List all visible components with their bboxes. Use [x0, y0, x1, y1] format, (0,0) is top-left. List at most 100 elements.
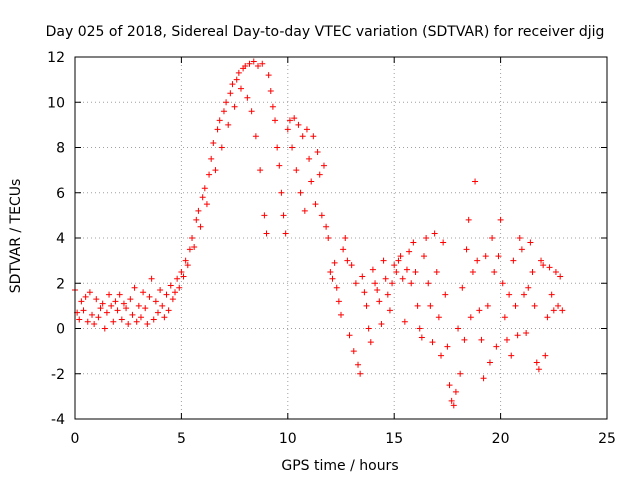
data-point-marker: [197, 223, 204, 230]
data-point-marker: [169, 296, 176, 303]
data-point-marker: [482, 253, 489, 260]
data-point-marker: [157, 287, 164, 294]
data-point-marker: [208, 155, 215, 162]
data-point-marker: [123, 305, 130, 312]
data-point-marker: [476, 307, 483, 314]
data-point-marker: [180, 273, 187, 280]
data-point-marker: [378, 320, 385, 327]
data-point-marker: [478, 336, 485, 343]
data-point-marker: [408, 280, 415, 287]
data-point-marker: [86, 289, 93, 296]
data-point-marker: [312, 201, 319, 208]
points-layer: [72, 58, 566, 409]
data-point-marker: [374, 287, 381, 294]
data-point-marker: [323, 223, 330, 230]
x-tick-label: 0: [71, 431, 80, 447]
data-point-marker: [306, 155, 313, 162]
data-point-marker: [472, 178, 479, 185]
data-point-marker: [297, 189, 304, 196]
data-point-marker: [386, 307, 393, 314]
data-point-marker: [457, 370, 464, 377]
data-point-marker: [546, 264, 553, 271]
data-point-marker: [480, 375, 487, 382]
data-point-marker: [516, 235, 523, 241]
data-point-marker: [310, 133, 317, 140]
data-point-marker: [529, 268, 536, 275]
data-point-marker: [525, 284, 532, 291]
data-point-marker: [280, 212, 287, 219]
data-point-marker: [142, 305, 149, 312]
data-point-marker: [299, 133, 306, 140]
chart-title: Day 025 of 2018, Sidereal Day-to-day VTE…: [46, 24, 605, 40]
data-point-marker: [535, 366, 542, 373]
data-point-marker: [135, 302, 142, 309]
data-point-marker: [384, 291, 391, 298]
data-point-marker: [261, 212, 268, 219]
data-point-marker: [174, 275, 181, 282]
data-point-marker: [178, 268, 185, 275]
data-point-marker: [308, 178, 315, 185]
data-point-marker: [397, 253, 404, 260]
data-point-marker: [521, 291, 528, 298]
data-point-marker: [344, 257, 351, 264]
data-point-marker: [218, 144, 225, 151]
data-point-marker: [252, 133, 259, 140]
data-point-marker: [376, 298, 383, 305]
data-point-marker: [382, 275, 389, 282]
data-point-marker: [461, 336, 468, 343]
data-point-marker: [372, 280, 379, 287]
data-point-marker: [223, 99, 230, 106]
data-point-marker: [210, 139, 217, 146]
data-point-marker: [91, 320, 98, 327]
data-point-marker: [559, 307, 566, 314]
data-point-marker: [195, 207, 202, 214]
data-point-marker: [346, 332, 353, 339]
data-point-marker: [216, 117, 223, 124]
data-point-marker: [518, 246, 525, 253]
data-point-marker: [348, 262, 355, 269]
data-point-marker: [203, 201, 210, 208]
data-point-marker: [263, 230, 270, 237]
data-point-marker: [533, 359, 540, 366]
data-point-marker: [389, 280, 396, 287]
data-point-marker: [395, 257, 402, 264]
data-point-marker: [246, 60, 253, 67]
data-point-marker: [76, 316, 83, 323]
data-point-marker: [278, 189, 285, 196]
data-point-marker: [555, 302, 562, 309]
data-point-marker: [250, 58, 257, 65]
data-point-marker: [538, 257, 545, 264]
data-point-marker: [544, 314, 551, 321]
data-point-marker: [438, 352, 445, 359]
data-point-marker: [331, 259, 338, 266]
data-point-marker: [165, 307, 172, 314]
data-point-marker: [435, 314, 442, 321]
y-tick-label: 6: [56, 186, 65, 202]
data-point-marker: [227, 90, 234, 97]
data-point-marker: [355, 361, 362, 368]
data-point-marker: [350, 348, 357, 355]
data-point-marker: [406, 248, 413, 255]
data-point-marker: [418, 334, 425, 341]
y-tick-label: 12: [47, 50, 65, 66]
data-point-marker: [423, 235, 430, 241]
data-point-marker: [540, 262, 547, 269]
data-point-marker: [316, 171, 323, 178]
data-point-marker: [191, 244, 198, 251]
data-point-marker: [503, 336, 510, 343]
x-axis-label: GPS time / hours: [281, 458, 398, 474]
data-point-marker: [84, 318, 91, 325]
data-point-marker: [508, 352, 515, 359]
data-point-marker: [93, 296, 100, 303]
data-point-marker: [97, 305, 104, 312]
data-point-marker: [448, 397, 455, 404]
data-point-marker: [425, 280, 432, 287]
data-point-marker: [359, 273, 366, 280]
data-point-marker: [272, 117, 279, 124]
x-tick-label: 20: [492, 431, 510, 447]
data-point-marker: [225, 121, 232, 128]
x-tick-label: 25: [598, 431, 616, 447]
data-point-marker: [510, 257, 517, 264]
data-point-marker: [391, 262, 398, 269]
